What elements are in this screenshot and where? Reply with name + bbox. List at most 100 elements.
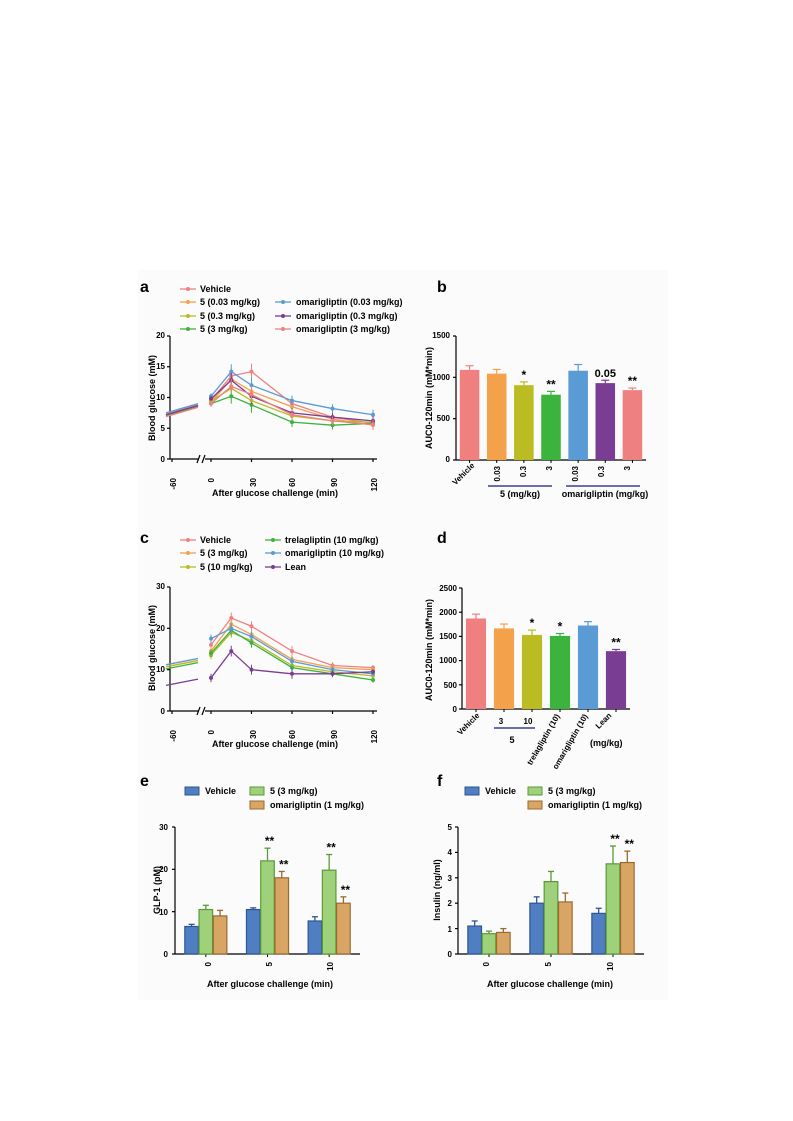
- data-point: [290, 404, 294, 409]
- y-tick-label: 15: [156, 362, 165, 371]
- legend-swatch-vehicle: [464, 786, 480, 796]
- x-axis-title: After glucose challenge (min): [487, 979, 613, 989]
- panel-a: a Vehicle 5 (0.03 mg/kg) 5 (0.3 mg/kg) 5…: [140, 279, 403, 498]
- legend-label: omarigliptin (3 mg/kg): [296, 324, 390, 334]
- y-tick-label: 0: [161, 455, 166, 464]
- bar: [467, 925, 483, 955]
- legend-label: omarigliptin (1 mg/kg): [548, 800, 642, 810]
- series-line: [210, 370, 374, 416]
- x-tick-label: 0: [207, 477, 216, 482]
- x-tick-label: 3: [499, 717, 504, 726]
- data-point: [330, 406, 335, 411]
- data-point: [249, 634, 254, 639]
- significance-label: **: [611, 635, 621, 649]
- data-point: [371, 412, 375, 417]
- legend-entry-5-3: 5 (3 mg/kg): [180, 324, 248, 334]
- data-point: [290, 665, 294, 670]
- bar: [184, 925, 199, 955]
- legend-marker: [271, 551, 275, 555]
- legend-label: omarigliptin (0.03 mg/kg): [296, 297, 403, 307]
- data-point: [209, 651, 213, 656]
- bar: [549, 635, 571, 709]
- panel-c-legend: Vehicle 5 (3 mg/kg) 5 (10 mg/kg) trelagl…: [180, 535, 384, 572]
- y-tick-label: 1000: [432, 373, 450, 382]
- x-tick-label: 0: [482, 961, 491, 966]
- x-tick-label: 30: [249, 729, 258, 738]
- y-tick-label: 0: [453, 705, 458, 714]
- legend-swatch-omarigliptin: [527, 800, 543, 810]
- legend-label: Lean: [285, 562, 306, 572]
- y-axis-title: AUC0-120min (mM*min): [424, 599, 434, 701]
- data-point: [290, 412, 294, 417]
- y-tick-label: 10: [159, 908, 168, 917]
- y-tick-label: 3: [448, 874, 453, 883]
- significance-label: *: [522, 368, 527, 382]
- y-tick-label: 4: [448, 848, 453, 857]
- y-tick-label: 2000: [439, 608, 457, 617]
- bar: [514, 385, 534, 460]
- bar: [307, 920, 323, 955]
- legend-label: Vehicle: [200, 535, 231, 545]
- legend-label: Vehicle: [205, 786, 236, 796]
- x-axis-title: After glucose challenge (min): [212, 488, 338, 498]
- legend-label: omarigliptin (1 mg/kg): [270, 800, 364, 810]
- legend-entry-omarigliptin-0-03: omarigliptin (0.03 mg/kg): [275, 297, 403, 307]
- legend-swatch-omarigliptin: [249, 800, 265, 810]
- series-line: [210, 623, 374, 671]
- legend-label: 5 (0.3 mg/kg): [200, 311, 255, 321]
- legend-marker: [271, 538, 275, 542]
- series-line-prechallenge: [165, 662, 199, 670]
- legend-label: 5 (3 mg/kg): [270, 786, 318, 796]
- x-tick-label: 0.3: [519, 465, 528, 477]
- data-point: [249, 667, 254, 672]
- bar: [529, 902, 545, 955]
- x-tick-label: 5: [544, 961, 553, 966]
- bar: [465, 618, 487, 709]
- data-point: [229, 616, 234, 620]
- y-tick-label: 0: [446, 455, 451, 464]
- legend-entry-omarigliptin-0-3: omarigliptin (0.3 mg/kg): [275, 311, 398, 321]
- x-tick-label: 0.03: [493, 465, 502, 481]
- data-point: [209, 401, 213, 406]
- legend-entry-omarigliptin-10: omarigliptin (10 mg/kg): [265, 548, 384, 558]
- significance-label: **: [341, 883, 351, 897]
- y-tick-label: 10: [156, 665, 165, 674]
- legend-entry-vehicle: Vehicle: [180, 284, 231, 294]
- legend-marker: [186, 538, 190, 542]
- legend-label: 5 (10 mg/kg): [200, 562, 253, 572]
- legend-label: 5 (0.03 mg/kg): [200, 297, 260, 307]
- bar: [568, 370, 588, 460]
- legend-label: 5 (3 mg/kg): [200, 548, 248, 558]
- bar: [260, 860, 275, 955]
- y-tick-label: 30: [156, 582, 165, 591]
- bar: [543, 881, 559, 955]
- group-label: 5: [509, 735, 514, 745]
- y-tick-label: 1500: [432, 331, 450, 340]
- bar: [212, 915, 228, 955]
- legend-entry-5-0-3: 5 (0.3 mg/kg): [180, 311, 255, 321]
- legend-marker: [281, 300, 285, 304]
- group-label: omarigliptin (mg/kg): [562, 489, 649, 499]
- legend-marker: [186, 327, 190, 331]
- bar: [619, 861, 635, 955]
- legend-marker: [281, 327, 285, 331]
- legend-entry-5-10: 5 (10 mg/kg): [180, 562, 253, 572]
- data-point: [209, 675, 213, 680]
- bar: [481, 933, 497, 955]
- legend-swatch-vehicle: [184, 786, 200, 796]
- bar: [622, 390, 643, 460]
- y-tick-label: 20: [156, 331, 165, 340]
- data-point: [229, 384, 234, 389]
- bar: [557, 901, 573, 955]
- x-tick-label: -60: [169, 477, 178, 489]
- x-tick-label: 0: [207, 729, 216, 734]
- axis-break-mark: [201, 706, 206, 716]
- legend-entry-vehicle: Vehicle: [180, 535, 231, 545]
- series-line-prechallenge: [165, 678, 199, 687]
- legend-entry-omarigliptin-3: omarigliptin (3 mg/kg): [275, 324, 390, 334]
- data-point: [371, 669, 375, 674]
- data-point: [209, 636, 213, 641]
- x-tick-label: 90: [330, 477, 339, 486]
- panel-letter-c: c: [140, 530, 149, 547]
- data-point: [249, 369, 254, 374]
